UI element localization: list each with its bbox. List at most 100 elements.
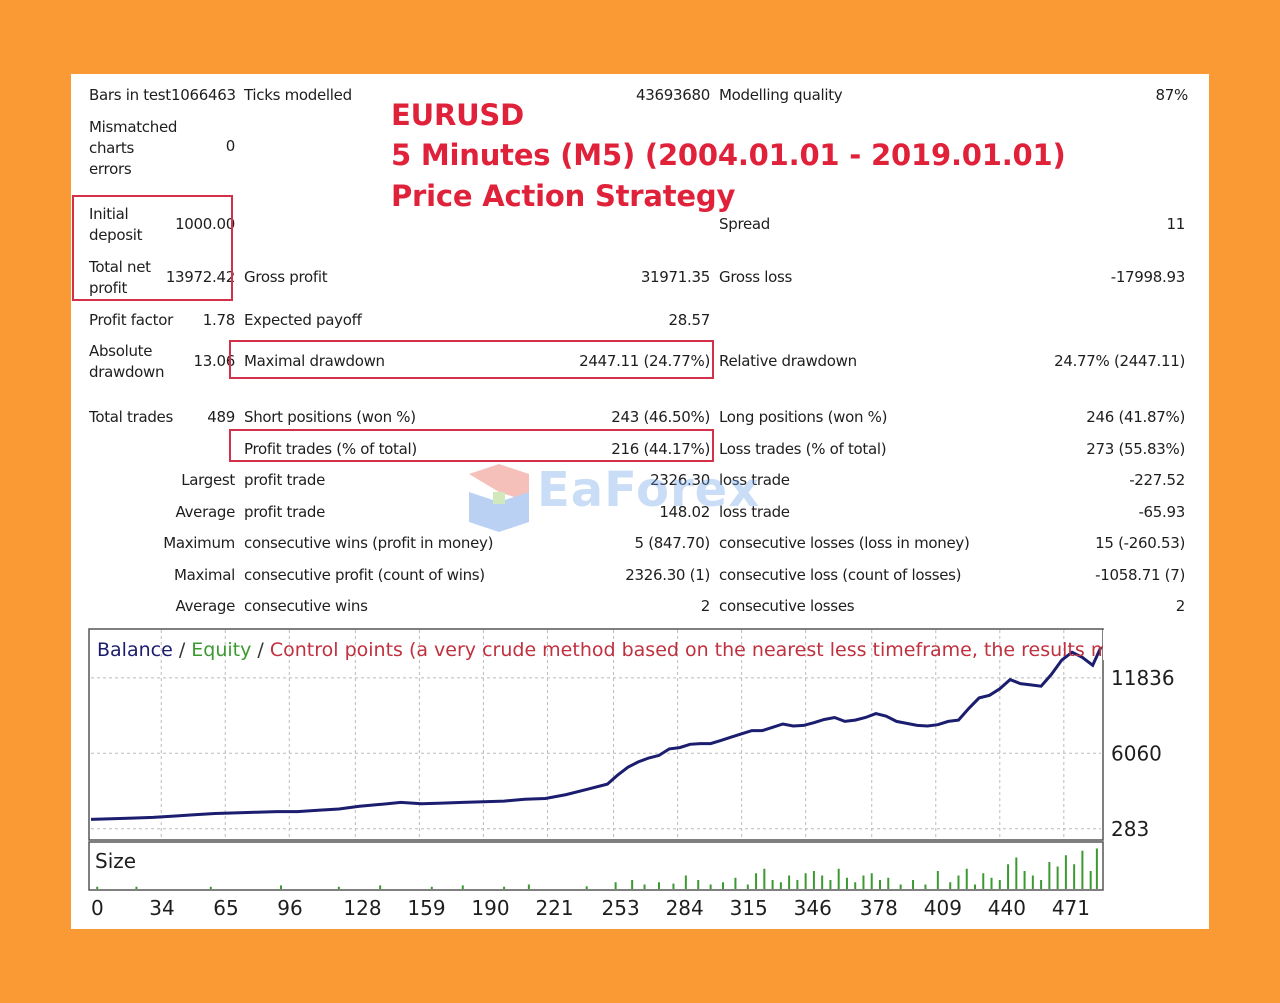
x-tick-label: 96 bbox=[277, 896, 302, 920]
size-bar bbox=[709, 884, 712, 889]
deposit-profit-highlight bbox=[72, 195, 233, 301]
modelling-quality-value: 87% bbox=[1155, 86, 1189, 104]
size-bar bbox=[862, 875, 865, 889]
y-tick-label: 11836 bbox=[1111, 666, 1175, 690]
eaforex-watermark: EaForex bbox=[459, 462, 759, 538]
short-positions-value: 243 (46.50%) bbox=[611, 408, 710, 426]
x-tick-label: 159 bbox=[407, 896, 445, 920]
average-loss-value: -65.93 bbox=[1138, 503, 1185, 521]
maximal-drawdown-value: 2447.11 (24.77%) bbox=[579, 352, 710, 370]
total-net-profit-value: 13972.42 bbox=[165, 268, 235, 286]
modelling-quality-label: Modelling quality bbox=[719, 86, 843, 104]
size-bar bbox=[1048, 862, 1051, 889]
size-bar bbox=[899, 884, 902, 889]
size-bar bbox=[755, 873, 758, 889]
size-bar bbox=[771, 880, 774, 889]
profit-trades-highlight bbox=[229, 429, 714, 462]
absolute-drawdown-label-2: drawdown bbox=[89, 363, 165, 381]
size-bar bbox=[982, 873, 985, 889]
expected-payoff-label: Expected payoff bbox=[244, 311, 362, 329]
size-plot-frame bbox=[88, 841, 1104, 891]
size-bar bbox=[779, 882, 782, 889]
gross-profit-value: 31971.35 bbox=[640, 268, 710, 286]
gross-loss-label: Gross loss bbox=[719, 268, 793, 286]
spread-value: 11 bbox=[1166, 215, 1186, 233]
absolute-drawdown-label-1: Absolute bbox=[89, 342, 153, 360]
profit-factor-label: Profit factor bbox=[89, 311, 173, 329]
size-bar bbox=[788, 875, 791, 889]
maximum-label: Maximum bbox=[163, 534, 235, 552]
size-bar bbox=[527, 884, 530, 889]
loss-trades-value: 273 (55.83%) bbox=[1086, 440, 1185, 458]
relative-drawdown-value: 24.77% (2447.11) bbox=[1054, 352, 1185, 370]
initial-deposit-label-2: deposit bbox=[89, 226, 143, 244]
report-panel: Bars in test 1066463 Ticks modelled 4369… bbox=[71, 74, 1209, 929]
average-profit-value: 148.02 bbox=[659, 503, 710, 521]
size-bar bbox=[821, 875, 824, 889]
chart-legend: Balance / Equity / Control points (a ver… bbox=[97, 639, 1209, 661]
absolute-drawdown-value: 13.06 bbox=[193, 352, 236, 370]
legend-clip bbox=[1103, 630, 1209, 660]
size-bar bbox=[734, 877, 737, 889]
x-tick-label: 378 bbox=[860, 896, 898, 920]
watermark-text: EaForex bbox=[537, 462, 761, 518]
total-net-profit-label-2: profit bbox=[89, 279, 128, 297]
avg-cons-wins-label: consecutive wins bbox=[244, 597, 368, 615]
balance-plot-frame bbox=[88, 628, 1104, 841]
heading-timeframe: 5 Minutes (M5) (2004.01.01 - 2019.01.01) bbox=[391, 138, 1066, 172]
size-bar bbox=[854, 882, 857, 889]
balance-line bbox=[90, 646, 1103, 821]
total-trades-label: Total trades bbox=[89, 408, 174, 426]
x-tick-label: 409 bbox=[924, 896, 962, 920]
size-bar bbox=[965, 868, 968, 889]
maximal-drawdown-label: Maximal drawdown bbox=[244, 352, 385, 370]
size-bar bbox=[672, 883, 675, 889]
maximal-cons-loss-value: -1058.71 (7) bbox=[1095, 566, 1185, 584]
size-bar bbox=[837, 868, 840, 889]
size-bar bbox=[1015, 857, 1018, 889]
size-bar bbox=[337, 886, 340, 889]
size-bar bbox=[878, 880, 881, 889]
maximal-cons-profit-label: consecutive profit (count of wins) bbox=[244, 566, 485, 584]
mismatched-label-2: charts bbox=[89, 139, 135, 157]
y-tick-label: 6060 bbox=[1111, 741, 1162, 765]
balance-chart: 283 6060 11836 0 34 65 96 128 159 190 221 253 284 31… bbox=[88, 628, 1209, 920]
drawdown-highlight bbox=[229, 340, 714, 379]
heading-symbol: EURUSD bbox=[391, 98, 524, 132]
heading-strategy: Price Action Strategy bbox=[391, 179, 736, 213]
eaforex-logo-icon bbox=[469, 464, 529, 532]
size-bar bbox=[503, 886, 506, 889]
size-bar bbox=[209, 886, 212, 889]
size-bar bbox=[763, 868, 766, 889]
x-tick-label: 284 bbox=[666, 896, 704, 920]
size-bar bbox=[643, 884, 646, 889]
largest-profit-label: profit trade bbox=[244, 471, 326, 489]
size-bar bbox=[614, 882, 617, 889]
y-tick-label: 283 bbox=[1111, 817, 1149, 841]
x-tick-label: 440 bbox=[988, 896, 1026, 920]
size-bar bbox=[684, 875, 687, 889]
x-tick-label: 65 bbox=[213, 896, 238, 920]
legend-balance: Balance bbox=[97, 639, 173, 661]
bars-in-test-value: 1066463 bbox=[171, 86, 236, 104]
average-label: Average bbox=[175, 503, 236, 521]
size-bar bbox=[1056, 866, 1059, 889]
short-positions-label: Short positions (won %) bbox=[244, 408, 416, 426]
size-bar bbox=[957, 875, 960, 889]
size-bar bbox=[722, 882, 725, 889]
size-bar bbox=[1073, 864, 1076, 889]
size-bar bbox=[1095, 848, 1098, 889]
gross-loss-value: -17998.93 bbox=[1110, 268, 1186, 286]
size-bar bbox=[845, 877, 848, 889]
profit-factor-value: 1.78 bbox=[202, 311, 236, 329]
size-bar bbox=[974, 884, 977, 889]
size-bar bbox=[1040, 880, 1043, 889]
x-tick-label: 190 bbox=[471, 896, 509, 920]
mismatched-value: 0 bbox=[225, 137, 236, 155]
average-consecutive-label: Average bbox=[175, 597, 236, 615]
max-cons-wins-value: 5 (847.70) bbox=[634, 534, 710, 552]
initial-deposit-label-1: Initial bbox=[89, 205, 129, 223]
size-bar bbox=[631, 880, 634, 889]
size-bar bbox=[998, 880, 1001, 889]
expected-payoff-value: 28.57 bbox=[668, 311, 711, 329]
